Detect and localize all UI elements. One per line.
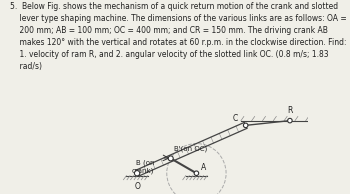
Circle shape [134,171,140,176]
Text: A: A [201,163,206,172]
Circle shape [194,171,199,176]
Text: C: C [233,114,238,123]
Text: B (on
crank): B (on crank) [132,160,154,174]
Circle shape [168,156,173,161]
Text: B'(on OC): B'(on OC) [174,146,208,152]
Text: 5.  Below Fig. shows the mechanism of a quick return motion of the crank and slo: 5. Below Fig. shows the mechanism of a q… [10,2,347,71]
Circle shape [243,123,248,128]
Text: R: R [287,106,293,115]
Circle shape [288,118,292,123]
Text: O: O [134,182,140,191]
